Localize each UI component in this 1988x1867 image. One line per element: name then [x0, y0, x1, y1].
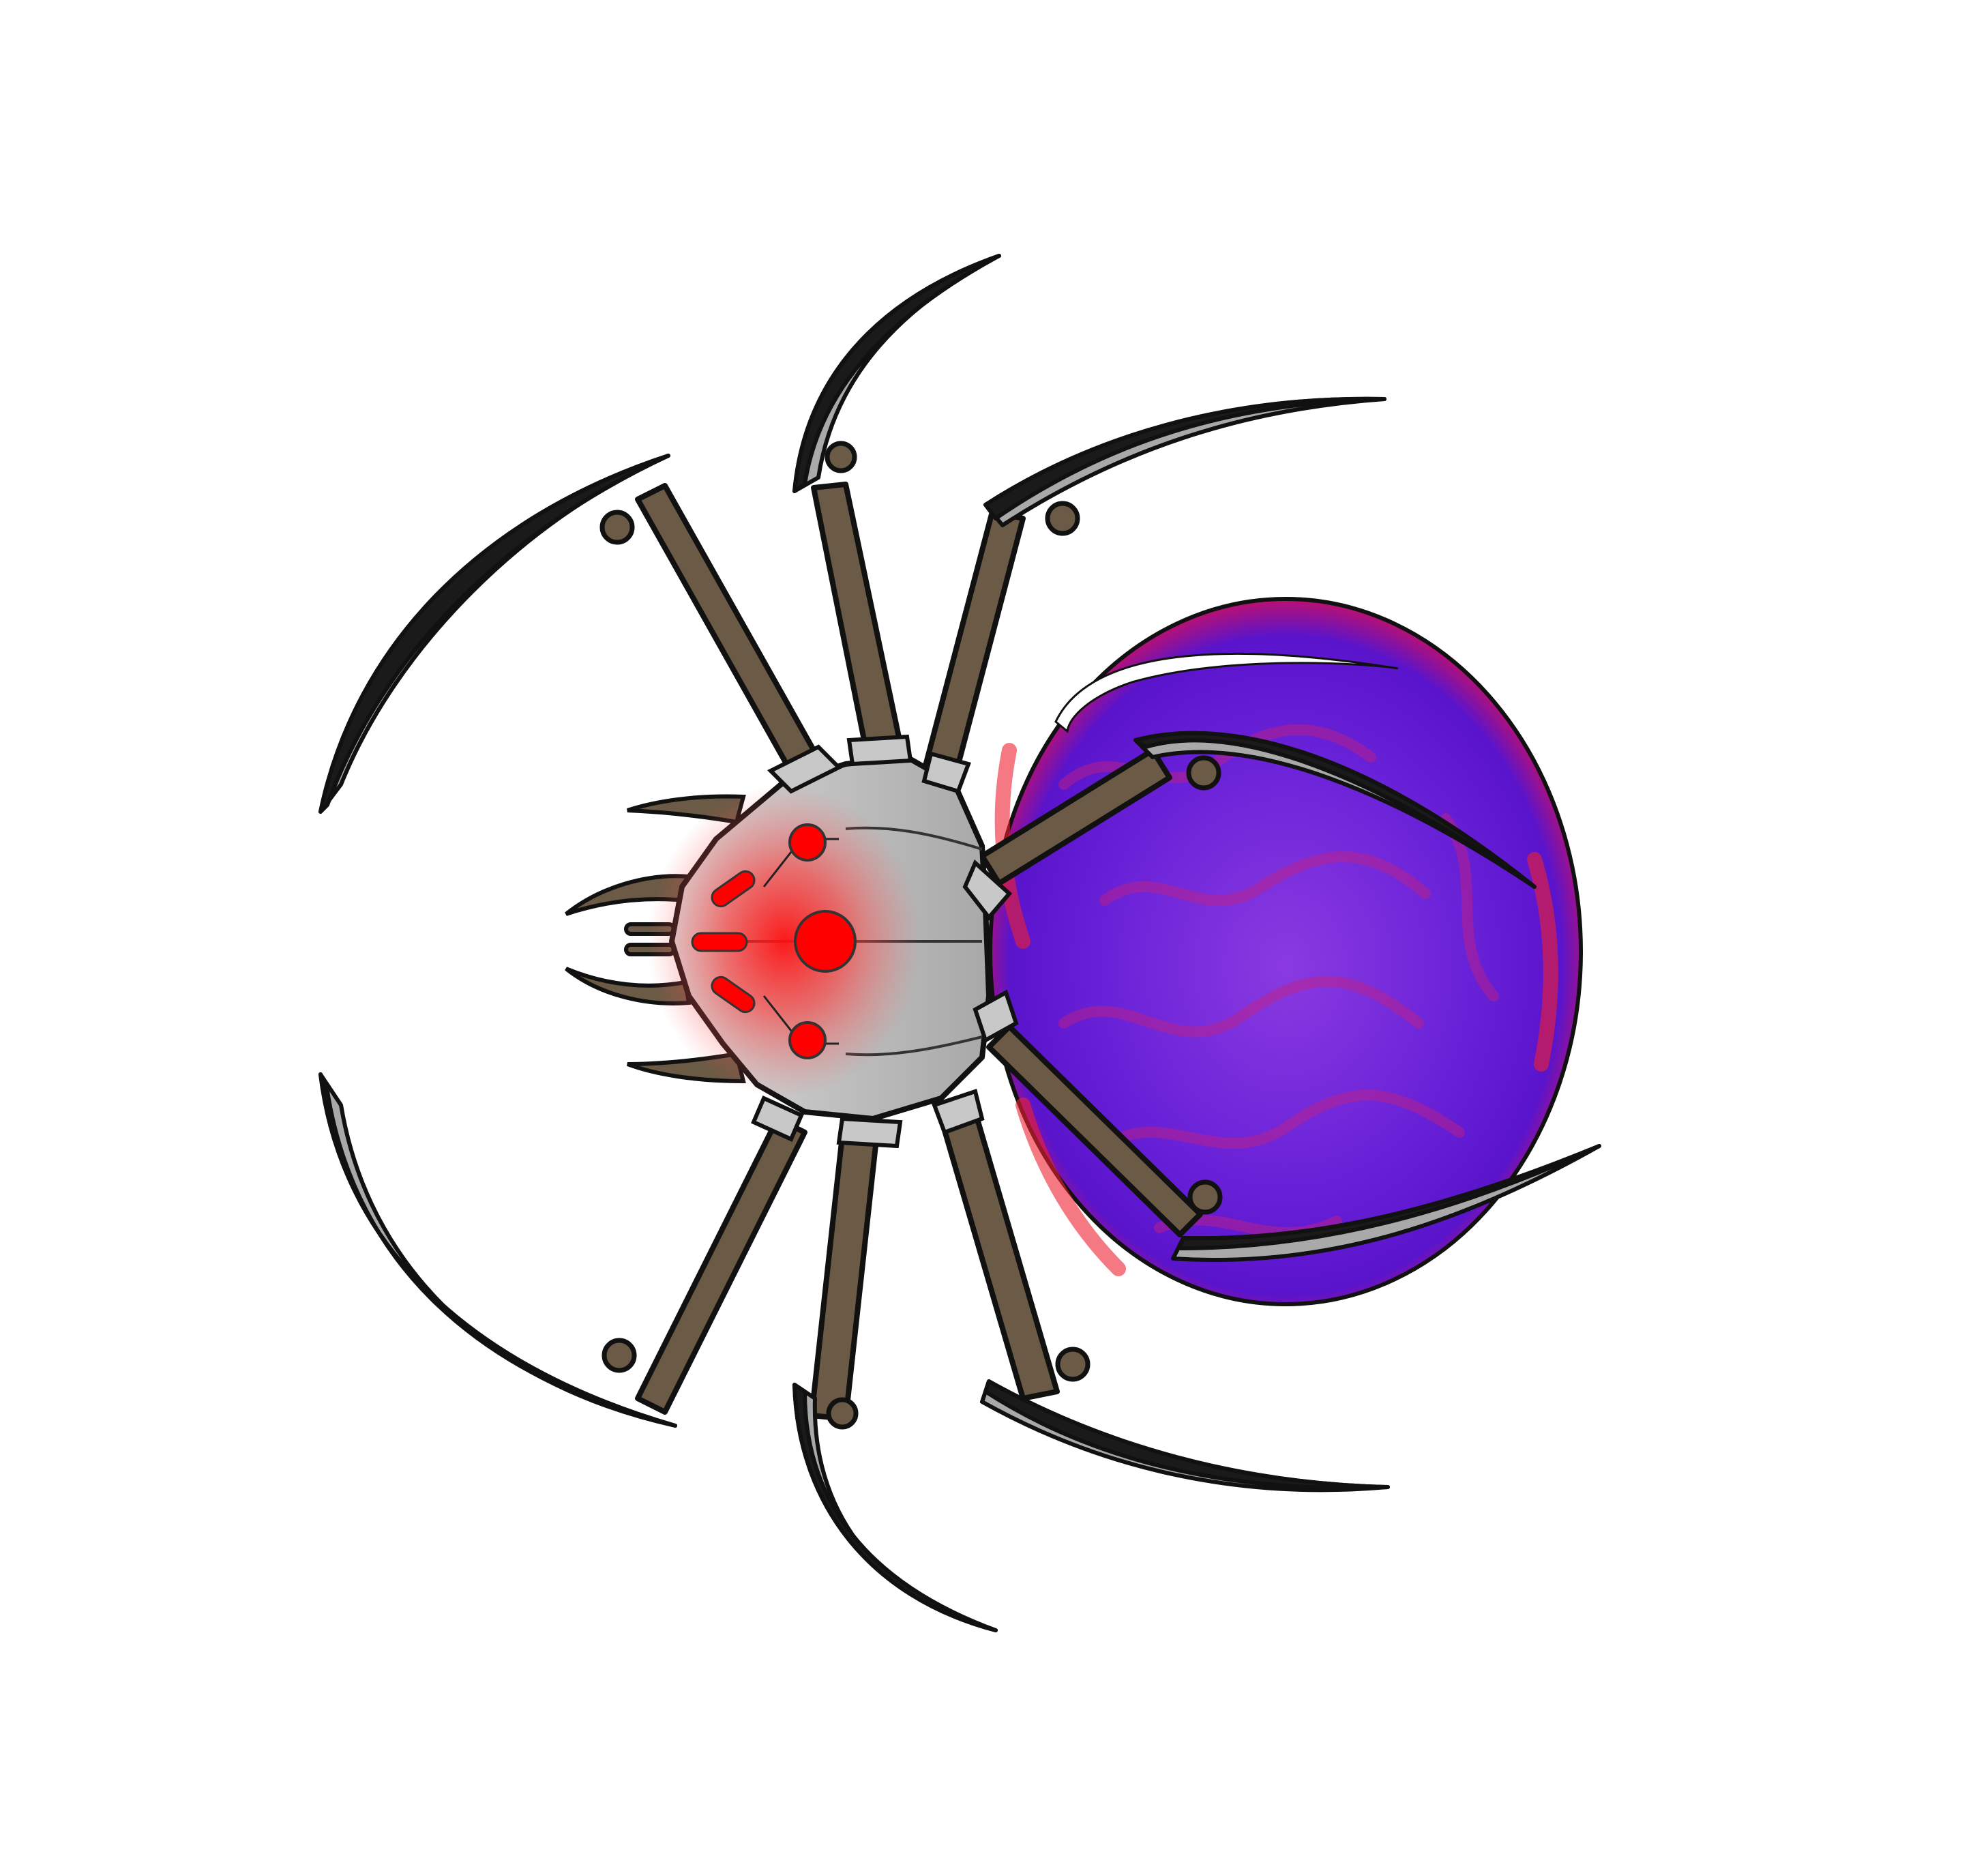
eye-center — [794, 910, 857, 973]
eye-glow — [648, 784, 921, 1098]
leg-segments — [635, 482, 1203, 1422]
claw-blades — [318, 254, 1601, 1632]
eye-bottom — [788, 1021, 827, 1059]
eye-cluster — [648, 784, 921, 1098]
eye-slot-bottom — [711, 975, 756, 1014]
joint-knobs — [599, 441, 1223, 1430]
abdomen-highlight — [1054, 652, 1399, 733]
eye-top — [788, 823, 827, 862]
eye-slot-middle — [691, 932, 748, 952]
abdomen-swirls — [1058, 724, 1499, 1238]
eye-slot-top — [711, 870, 756, 908]
